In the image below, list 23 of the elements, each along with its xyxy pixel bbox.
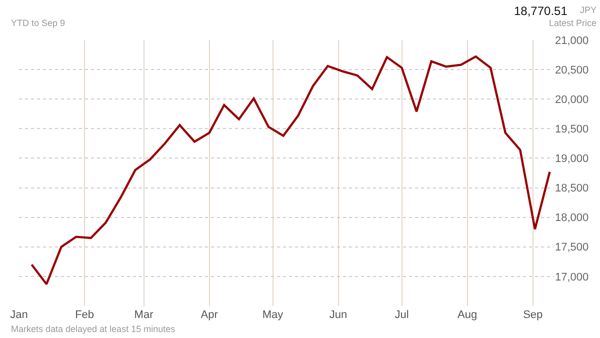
x-tick-label: Mar — [134, 309, 154, 321]
text: JPY — [580, 5, 597, 15]
text: Markets data delayed at least 15 minutes — [11, 324, 176, 334]
text: Latest Price — [549, 18, 597, 28]
x-tick-label: Jun — [329, 309, 348, 321]
x-tick-label: Feb — [75, 309, 94, 321]
y-tick-label: 20,000 — [555, 94, 589, 106]
y-tick-label: 18,000 — [555, 212, 589, 224]
x-tick-label: May — [262, 309, 284, 321]
y-tick-label: 19,500 — [555, 124, 589, 136]
x-tick-label: Aug — [458, 309, 478, 321]
chart-subtitle: YTD to Sep 9 — [11, 18, 66, 28]
x-tick-label: Jan — [10, 309, 28, 321]
y-tick-label: 19,000 — [555, 153, 589, 166]
y-tick-label: 17,500 — [555, 242, 589, 254]
x-tick-label: Jul — [394, 309, 409, 321]
y-tick-label: 21,000 — [555, 34, 589, 47]
y-tick-label: 18,500 — [555, 182, 589, 195]
x-tick-label: Apr — [200, 309, 218, 321]
y-tick-label: 17,000 — [555, 271, 589, 284]
text: 18,770.51 — [514, 4, 568, 18]
y-tick-label: 20,500 — [555, 64, 589, 76]
x-tick-label: Sep — [523, 309, 543, 321]
